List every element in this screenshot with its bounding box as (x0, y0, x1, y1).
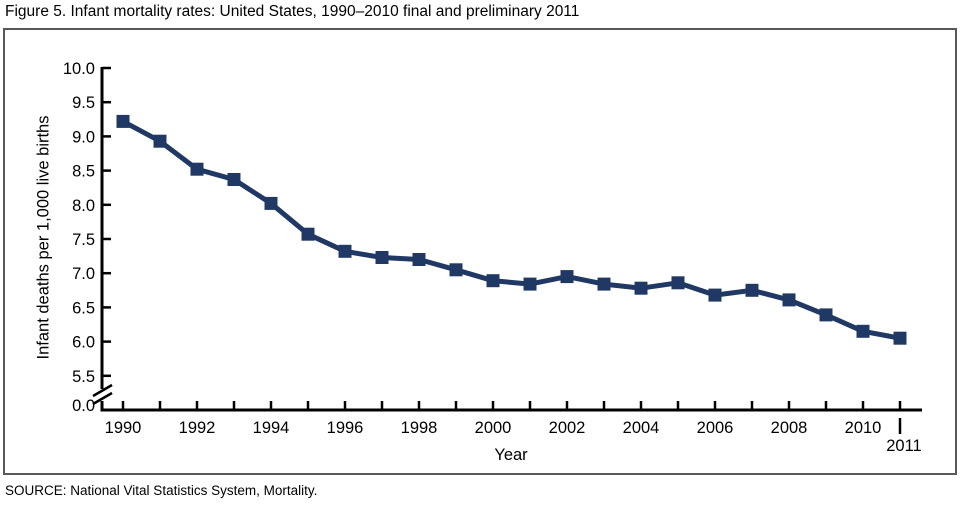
data-point-1990 (116, 114, 130, 128)
data-point-2001 (523, 277, 537, 291)
y-tick-label: 9.5 (72, 94, 95, 112)
data-point-1997 (375, 251, 389, 264)
source-note: SOURCE: National Vital Statistics System… (5, 483, 318, 498)
x-tick-label: 2004 (623, 419, 660, 437)
data-point-2006 (708, 288, 722, 302)
x-tick-label: 2008 (771, 419, 808, 437)
data-point-2009 (819, 308, 833, 322)
y-origin-label: 0.0 (72, 397, 95, 415)
data-point-1991 (153, 134, 167, 148)
data-point-2003 (597, 277, 611, 291)
x-tick-label: 1998 (401, 419, 438, 437)
y-tick-label: 10.0 (63, 60, 95, 78)
y-tick-label: 6.5 (72, 299, 95, 317)
y-tick-label: 5.5 (72, 368, 95, 386)
data-point-2011 (893, 331, 907, 345)
x-tick-label: 1992 (179, 419, 216, 437)
axis-break-icon (92, 383, 113, 398)
x-tick-label: 2006 (697, 419, 734, 437)
data-point-1998 (412, 253, 426, 266)
data-point-1992 (190, 162, 204, 176)
data-point-2010 (856, 324, 870, 338)
x-tick-label: 1990 (105, 419, 142, 437)
y-tick-label: 7.5 (72, 231, 95, 249)
data-point-1993 (227, 173, 241, 186)
data-point-1996 (338, 244, 352, 258)
data-point-2004 (634, 281, 648, 295)
data-point-1994 (264, 196, 278, 210)
y-tick-label: 9.0 (72, 128, 95, 146)
y-tick-label: 6.0 (72, 334, 95, 352)
x-tick-label: 1994 (253, 419, 290, 437)
figure-title: Figure 5. Infant mortality rates: United… (5, 3, 580, 20)
data-point-2008 (782, 293, 796, 307)
data-point-2002 (560, 270, 574, 284)
y-tick-label: 8.0 (72, 197, 95, 215)
data-point-2005 (671, 276, 685, 290)
y-axis-title: Infant deaths per 1,000 live births (34, 115, 53, 360)
x-tick-label: 1996 (327, 419, 364, 437)
axis-break-icon (92, 391, 113, 406)
x-last-label: 2011 (886, 437, 921, 455)
data-point-1995 (301, 227, 315, 241)
data-point-2000 (486, 274, 500, 288)
x-tick-label: 2010 (845, 419, 882, 437)
y-tick-label: 8.5 (72, 163, 95, 181)
chart-frame (3, 28, 957, 475)
series-line (121, 119, 901, 341)
x-tick-label: 2002 (549, 419, 586, 437)
x-tick-label: 2000 (475, 419, 512, 437)
data-point-2007 (745, 283, 759, 297)
x-axis-title: Year (494, 446, 528, 464)
y-tick-label: 7.0 (72, 265, 95, 283)
data-point-1999 (449, 263, 463, 277)
